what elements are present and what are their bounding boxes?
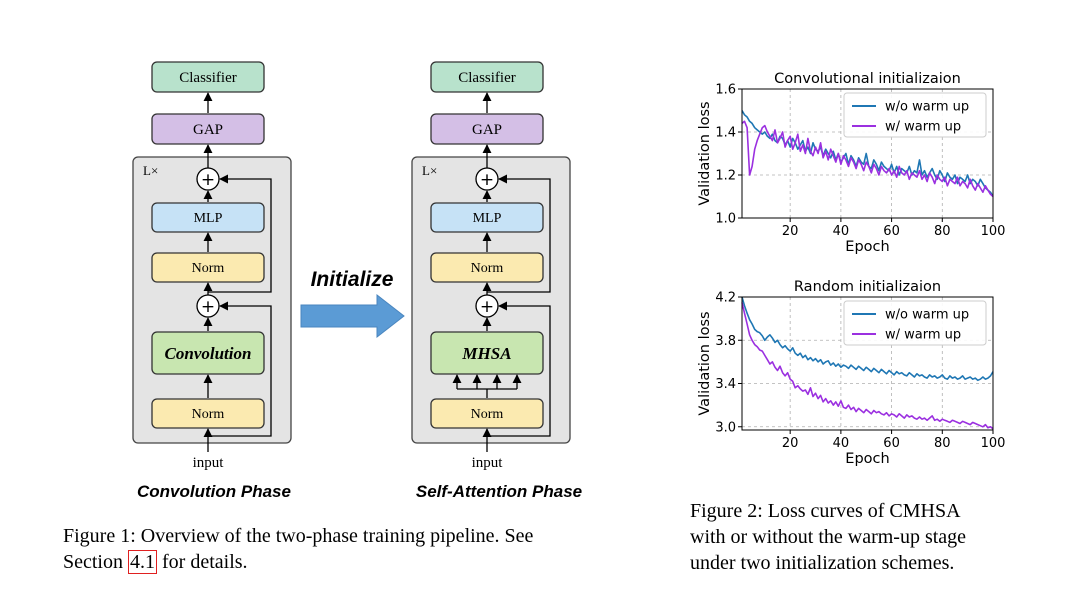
classifier-block <box>151 61 265 93</box>
legend-label: w/ warm up <box>885 328 961 343</box>
figure-1: L× Classifier GAP + MLP Norm + Convoluti… <box>132 61 582 501</box>
norm-bottom-label: Norm <box>192 407 225 422</box>
x-tick-label: 40 <box>833 224 850 239</box>
mlp-block <box>430 202 544 233</box>
repeat-label: L× <box>143 163 158 178</box>
chart-convolutional-init: 20 40 60 80 100 1.0 1.2 1.4 1.6 Convolutional ini… <box>697 71 1005 255</box>
input-label: input <box>472 455 504 471</box>
initialize-label: Initialize <box>311 268 394 291</box>
caption-line: under two initialization schemes. <box>690 552 955 574</box>
conv-phase-diagram: L× Classifier GAP + MLP Norm + Convoluti… <box>132 61 292 501</box>
gap-label: GAP <box>472 122 502 138</box>
y-tick-label: 4.2 <box>715 291 736 306</box>
initialize-arrow: Initialize <box>300 268 405 339</box>
y-tick-label: 1.6 <box>715 83 736 98</box>
y-tick-label: 1.2 <box>715 169 736 184</box>
classifier-label: Classifier <box>458 70 516 86</box>
section-ref-link[interactable]: 4.1 <box>128 550 157 574</box>
legend-box <box>843 92 987 138</box>
legend-box <box>843 300 987 346</box>
series-line-no-warmup <box>741 296 994 382</box>
x-tick-label: 100 <box>981 224 1006 239</box>
norm-bottom-block <box>151 398 265 429</box>
x-axis-label: Epoch <box>845 239 889 255</box>
axes-frame <box>741 296 994 431</box>
flow-arrows <box>452 92 551 452</box>
x-tick-label: 80 <box>934 436 951 451</box>
input-label: input <box>193 455 225 471</box>
x-tick-label: 20 <box>782 436 799 451</box>
classifier-block <box>430 61 544 93</box>
caption-line: with or without the warm-up stage <box>690 526 967 548</box>
y-axis-label: Validation loss <box>697 101 713 205</box>
gap-block <box>430 113 544 145</box>
phase-title: Convolution Phase <box>137 482 291 501</box>
gap-label: GAP <box>193 122 223 138</box>
y-tick-label: 1.0 <box>715 212 736 227</box>
y-tick-label: 1.4 <box>715 126 736 141</box>
plus-symbol: + <box>201 297 215 317</box>
figure-1-caption: Figure 1: Overview of the two-phase trai… <box>63 523 648 549</box>
mlp-label: MLP <box>473 211 502 226</box>
repeat-label: L× <box>422 163 437 178</box>
series-line-warmup <box>741 120 994 198</box>
y-tick-label: 3.0 <box>715 420 736 435</box>
y-tick-label: 3.8 <box>715 334 736 349</box>
series-line-warmup <box>741 302 994 430</box>
classifier-label: Classifier <box>179 70 237 86</box>
chart-title: Convolutional initializaion <box>774 71 961 87</box>
legend-label: w/ warm up <box>885 120 961 135</box>
caption-section-word: Section <box>63 551 128 573</box>
phase-title: Self-Attention Phase <box>416 482 582 501</box>
mlp-label: MLP <box>194 211 223 226</box>
figure-1-caption-line2: Section 4.1 for details. <box>63 549 648 575</box>
caption-line: Figure 2: Loss curves of CMHSA <box>690 500 961 522</box>
x-axis-label: Epoch <box>845 451 889 467</box>
y-tick-label: 3.4 <box>715 377 736 392</box>
x-tick-label: 100 <box>981 436 1006 451</box>
chart-random-init: 20 40 60 80 100 3.0 3.4 3.8 4.2 Random initializa… <box>697 279 1005 467</box>
chart-title: Random initializaion <box>794 279 941 295</box>
arrow-shape <box>300 293 405 339</box>
mixer-label: Convolution <box>165 344 252 363</box>
figure-2-caption: Figure 2: Loss curves of CMHSA with or w… <box>690 498 1050 576</box>
mixer-block <box>430 331 544 375</box>
x-tick-label: 40 <box>833 436 850 451</box>
mixer-block <box>151 331 265 375</box>
plus-symbol: + <box>480 297 494 317</box>
norm-bottom-label: Norm <box>471 407 504 422</box>
norm-top-label: Norm <box>471 261 504 276</box>
y-axis-label: Validation loss <box>697 311 713 415</box>
legend-label: w/o warm up <box>885 100 969 115</box>
attn-phase-diagram: L× Classifier GAP + MLP Norm + MHSA Norm <box>411 61 582 501</box>
flow-arrows <box>203 92 272 452</box>
norm-bottom-block <box>430 398 544 429</box>
mixer-label: MHSA <box>461 344 511 363</box>
norm-top-block <box>430 252 544 283</box>
x-tick-label: 60 <box>883 436 900 451</box>
caption-text: Figure 1: Overview of the two-phase trai… <box>63 525 534 547</box>
plus-symbol: + <box>201 170 215 190</box>
gap-block <box>151 113 265 145</box>
plus-symbol: + <box>480 170 494 190</box>
caption-suffix: for details. <box>157 551 248 573</box>
x-tick-label: 20 <box>782 224 799 239</box>
x-tick-label: 80 <box>934 224 951 239</box>
x-tick-label: 60 <box>883 224 900 239</box>
axes-frame <box>741 88 994 219</box>
mlp-block <box>151 202 265 233</box>
norm-top-block <box>151 252 265 283</box>
legend-label: w/o warm up <box>885 308 969 323</box>
norm-top-label: Norm <box>192 261 225 276</box>
